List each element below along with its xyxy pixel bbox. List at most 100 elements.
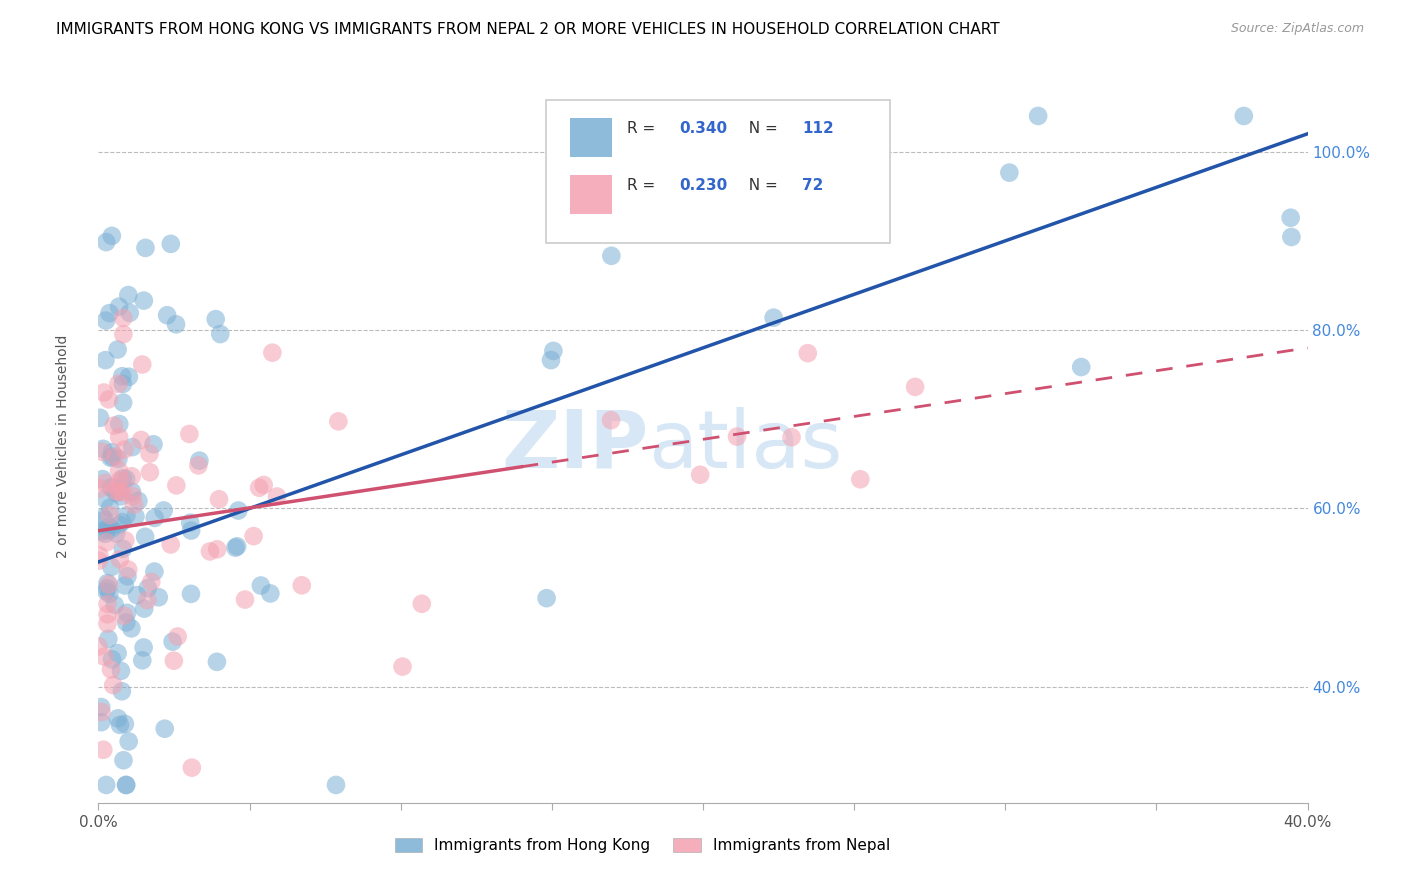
Text: 72: 72	[803, 178, 824, 194]
Point	[205, 542, 228, 557]
Point	[114, 717, 136, 731]
Point	[141, 574, 163, 589]
Point	[97, 632, 120, 646]
Point	[136, 581, 159, 595]
Point	[94, 476, 117, 491]
Point	[132, 293, 155, 308]
Point	[89, 549, 111, 563]
Point	[163, 654, 186, 668]
Point	[96, 778, 118, 792]
Point	[97, 577, 120, 591]
Point	[291, 578, 314, 592]
Point	[112, 310, 135, 325]
Point	[120, 621, 142, 635]
Point	[89, 482, 111, 496]
Point	[90, 715, 112, 730]
Point	[94, 313, 117, 327]
Point	[266, 490, 288, 504]
Point	[118, 369, 141, 384]
Point	[124, 509, 146, 524]
Point	[156, 308, 179, 322]
Point	[96, 616, 118, 631]
Point	[536, 591, 558, 606]
Point	[1233, 109, 1256, 123]
Point	[101, 652, 124, 666]
Point	[91, 472, 114, 486]
Point	[96, 576, 118, 591]
Point	[90, 445, 112, 459]
Point	[98, 508, 121, 522]
Point	[96, 535, 118, 549]
Point	[125, 588, 148, 602]
Point	[132, 640, 155, 655]
Point	[107, 376, 129, 391]
Point	[108, 417, 131, 431]
Bar	[569, 118, 613, 157]
Point	[87, 554, 110, 568]
Point	[165, 478, 187, 492]
Point	[104, 598, 127, 612]
Point	[180, 587, 202, 601]
Point	[111, 541, 134, 556]
Point	[96, 581, 118, 595]
Point	[115, 778, 138, 792]
Point	[904, 380, 927, 394]
Point	[96, 584, 118, 599]
Point	[143, 565, 166, 579]
Point	[90, 700, 112, 714]
Text: 0.230: 0.230	[679, 178, 727, 194]
Point	[228, 503, 250, 517]
Bar	[569, 175, 613, 214]
Text: atlas: atlas	[648, 407, 844, 485]
Point	[143, 511, 166, 525]
Point	[325, 778, 347, 792]
Point	[121, 440, 143, 454]
Point	[93, 649, 115, 664]
Point	[107, 646, 129, 660]
Point	[94, 353, 117, 368]
Point	[242, 529, 264, 543]
Point	[104, 484, 127, 499]
Point	[101, 228, 124, 243]
Point	[180, 761, 202, 775]
Point	[98, 587, 121, 601]
Point	[115, 615, 138, 630]
Point	[117, 563, 139, 577]
Text: IMMIGRANTS FROM HONG KONG VS IMMIGRANTS FROM NEPAL 2 OR MORE VEHICLES IN HOUSEHO: IMMIGRANTS FROM HONG KONG VS IMMIGRANTS …	[56, 22, 1000, 37]
Point	[166, 630, 188, 644]
Point	[111, 376, 134, 391]
Point	[100, 560, 122, 574]
Point	[179, 427, 201, 442]
Point	[107, 343, 129, 357]
Point	[121, 489, 143, 503]
Text: 112: 112	[803, 121, 834, 136]
Point	[108, 552, 131, 566]
Point	[98, 520, 121, 534]
Point	[131, 358, 153, 372]
Point	[112, 608, 135, 623]
Point	[96, 235, 118, 249]
Point	[101, 450, 124, 464]
Point	[115, 508, 138, 523]
Point	[187, 458, 209, 473]
Point	[127, 494, 149, 508]
Point	[179, 516, 201, 530]
Point	[111, 471, 134, 485]
Point	[111, 369, 134, 384]
Point	[180, 524, 202, 538]
Point	[391, 659, 413, 673]
Point	[121, 484, 143, 499]
Point	[543, 343, 565, 358]
Point	[93, 513, 115, 527]
Point	[797, 346, 820, 360]
Text: N =: N =	[740, 178, 783, 194]
Point	[96, 607, 118, 622]
Point	[121, 469, 143, 483]
Point	[139, 465, 162, 479]
Point	[998, 166, 1021, 180]
Point	[104, 485, 127, 500]
Point	[107, 451, 129, 466]
Point	[91, 442, 114, 456]
Point	[89, 410, 111, 425]
Point	[250, 578, 273, 592]
